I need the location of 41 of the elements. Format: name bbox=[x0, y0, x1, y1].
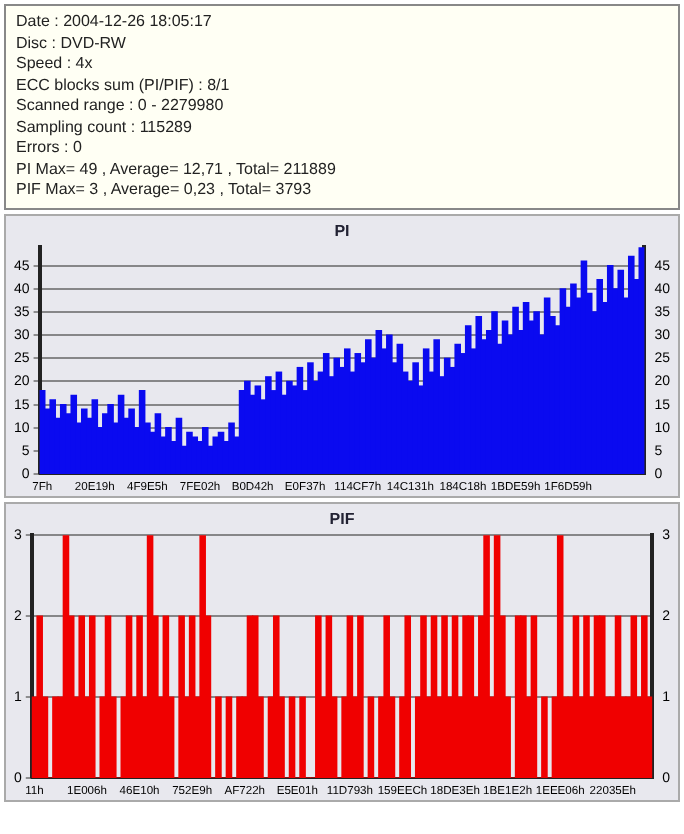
bar bbox=[367, 695, 375, 778]
bar bbox=[404, 614, 412, 778]
bar bbox=[441, 614, 448, 778]
text: Date : 2004-12-26 18:05:17 bbox=[16, 12, 214, 33]
bar bbox=[383, 614, 390, 778]
bar bbox=[272, 614, 280, 778]
bar bbox=[107, 402, 114, 474]
bar bbox=[541, 695, 548, 778]
text: Errors : 0 bbox=[16, 138, 84, 159]
chart-title: PI bbox=[334, 221, 350, 240]
text: PI Max= 49 , Average= 12,71 , Total= 211889 bbox=[16, 159, 338, 180]
bar bbox=[357, 614, 364, 778]
bar bbox=[199, 534, 206, 778]
bar bbox=[178, 614, 185, 778]
bar bbox=[420, 614, 427, 778]
bar bbox=[641, 614, 648, 778]
text: PIF Max= 3 , Average= 0,23 , Total= 3793 bbox=[16, 180, 314, 201]
bar bbox=[288, 695, 296, 778]
bar bbox=[215, 695, 222, 778]
chart-title: PIF bbox=[329, 509, 355, 528]
bar bbox=[225, 695, 233, 778]
bar bbox=[49, 398, 57, 474]
bar bbox=[520, 614, 527, 778]
text: ECC blocks sum (PI/PIF) : 8/1 bbox=[16, 75, 232, 96]
text: Sampling count : 115289 bbox=[16, 117, 194, 138]
bar bbox=[36, 614, 43, 778]
text: Scanned range : 0 - 2279980 bbox=[16, 96, 226, 117]
bar bbox=[583, 614, 590, 778]
bar bbox=[530, 614, 538, 778]
bar bbox=[299, 695, 306, 778]
bar bbox=[598, 614, 606, 778]
bar bbox=[433, 338, 440, 474]
text: Speed : 4x bbox=[16, 54, 95, 75]
bar bbox=[228, 421, 235, 474]
bar bbox=[315, 614, 322, 778]
bar bbox=[483, 534, 490, 778]
bar bbox=[462, 614, 469, 778]
bar bbox=[136, 614, 143, 778]
text: Disc : DVD-RW bbox=[16, 33, 128, 54]
bar bbox=[128, 407, 135, 474]
bar bbox=[251, 614, 259, 778]
